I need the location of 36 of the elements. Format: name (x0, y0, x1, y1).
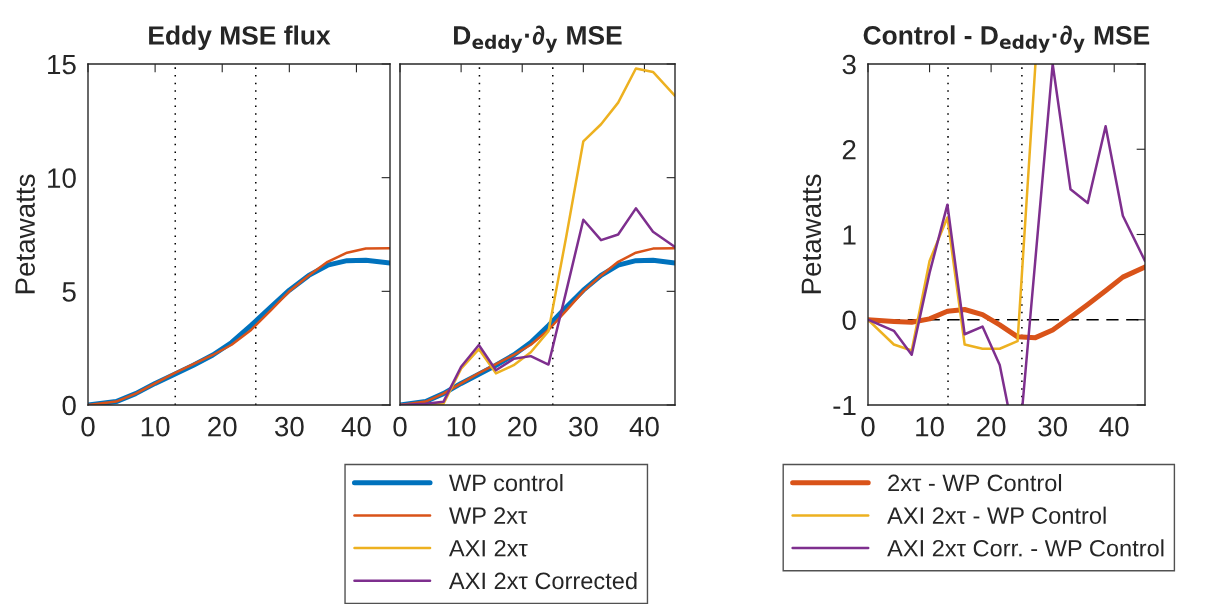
x-tick-label: 20 (208, 416, 237, 437)
x-tick-label: 10 (447, 416, 476, 437)
x-tick-label: 30 (568, 416, 598, 437)
x-tick-label: 30 (274, 416, 304, 437)
chart-title: D$_{eddy}$·∂$_{y}$ MSE (454, 25, 622, 53)
x-tick-label: 20 (977, 416, 1006, 437)
y-axis-title: Petawatts (801, 174, 822, 294)
legend-label: 2xτ - WP Control (888, 473, 1062, 492)
y-tick-label: 0 (62, 395, 76, 416)
y-tick-label: 15 (48, 54, 76, 75)
x-tick-label: 20 (508, 416, 537, 437)
x-tick-label: 40 (341, 416, 371, 437)
y-tick-label: 0 (842, 310, 856, 331)
y-tick-label: 10 (48, 168, 76, 189)
y-tick-label: 2 (842, 139, 856, 160)
legend-label: AXI 2xτ (448, 539, 528, 557)
legend-label: AXI 2xτ - WP Control (887, 506, 1106, 524)
legend-label: WP control (449, 473, 563, 492)
legend-label: AXI 2xτ Corrected (448, 571, 637, 590)
x-tick-label: 40 (1099, 416, 1129, 437)
y-tick-label: 3 (842, 54, 856, 75)
y-tick-label: -1 (833, 395, 856, 416)
x-tick-label: 0 (393, 416, 407, 437)
x-tick-label: 10 (916, 416, 944, 437)
x-tick-label: 30 (1038, 416, 1068, 437)
x-tick-label: 10 (141, 416, 170, 437)
y-axis-title: Petawatts (15, 174, 35, 294)
chart-title: Eddy MSE flux (149, 25, 331, 51)
y-tick-label: 5 (62, 282, 76, 302)
legend-label: AXI 2xτ Corr. - WP Control (887, 539, 1164, 557)
x-tick-label: 0 (861, 416, 875, 437)
legend-label: WP 2xτ (449, 507, 528, 524)
x-tick-label: 0 (81, 416, 95, 437)
y-tick-label: 1 (843, 225, 856, 245)
x-tick-label: 40 (629, 416, 659, 437)
chart-title: Control - D$_{eddy}$·∂$_{y}$ MSE (863, 25, 1150, 53)
